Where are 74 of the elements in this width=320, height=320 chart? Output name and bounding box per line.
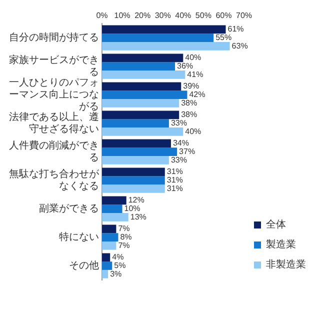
bar [102,168,165,176]
bar [102,139,171,148]
bar [102,196,126,205]
bar [102,62,176,71]
bar [102,25,226,34]
data-label: 37% [179,147,196,156]
bar [102,54,184,62]
data-label: 7% [118,224,130,234]
bar [102,212,128,222]
data-label: 63% [232,41,248,50]
y-tick-label: 自分の時間が持てる [9,31,99,44]
bar [102,176,165,184]
data-label: 40% [185,53,202,62]
data-label: 55% [216,33,232,42]
bar [102,34,214,42]
y-tick-label: 副業ができる [39,202,99,214]
data-label: 31% [166,167,183,176]
data-label: 3% [110,269,122,278]
bar [102,70,186,79]
legend-label: 非製造業 [266,258,306,271]
bar [102,42,230,50]
x-tick-label: 50% [195,11,212,20]
y-tick-label: 一人ひとりのパフォーマンス向上につながる [9,77,99,112]
y-tick-label: 無駄な打ち合わせがなくなる [9,168,100,192]
data-label: 10% [124,204,140,213]
bar [102,82,182,91]
y-tick-label: 法律である以上、遵守せざる得ない [9,110,99,135]
data-label: 34% [172,138,189,148]
data-label: 42% [189,90,206,100]
data-label: 40% [185,126,202,136]
bar [102,90,188,99]
bar [102,127,184,136]
bar [102,270,108,278]
x-tick-label: 20% [134,11,151,20]
y-tick-label: 人件費の削減ができる [9,139,99,164]
data-label: 61% [228,24,244,34]
bar [102,148,178,156]
bar [102,204,122,213]
data-label: 38% [181,98,198,108]
x-tick-label: 40% [175,11,192,20]
data-label: 39% [183,82,200,91]
data-label: 33% [170,155,187,164]
bar [102,184,165,193]
x-tick-label: 10% [114,11,130,20]
bar [102,233,118,242]
y-tick-label: 家族サービスができる [9,54,99,78]
data-label: 38% [181,110,198,120]
data-label: 31% [166,184,183,193]
bar [102,262,112,270]
bar [102,241,116,250]
data-label: 33% [170,118,187,128]
data-label: 13% [130,212,146,222]
bar [102,156,169,164]
legend-label: 製造業 [266,238,296,251]
bar [102,224,116,234]
y-tick-label: その他 [69,259,99,272]
x-tick-label: 0% [96,11,108,20]
x-tick-label: 60% [216,11,232,20]
data-label: 5% [114,260,126,270]
bar [102,253,110,262]
data-label: 12% [128,196,144,205]
bar [102,110,180,120]
data-label: 4% [112,252,124,262]
data-label: 31% [166,175,183,184]
bar [102,119,169,128]
bar [102,99,180,108]
x-tick-label: 70% [236,11,252,20]
y-tick-label: 特にない [59,230,99,243]
data-label: 8% [120,232,132,242]
data-label: 41% [187,70,204,79]
data-label: 7% [118,240,130,250]
data-label: 36% [177,62,194,71]
legend-label: 全体 [266,218,286,231]
x-tick-label: 30% [154,11,171,20]
